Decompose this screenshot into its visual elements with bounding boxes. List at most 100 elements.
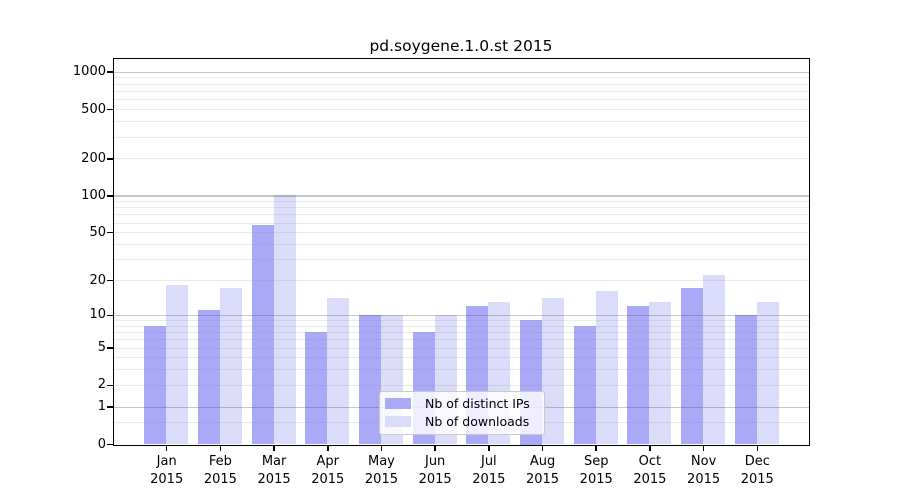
x-tick-label: Feb 2015 [203, 454, 237, 487]
x-tick-mark [273, 445, 275, 451]
bar-nb-of-downloads-oct [649, 301, 672, 445]
gridline-minor [113, 136, 809, 138]
gridline-minor [113, 200, 809, 202]
y-tick-label: 50 [89, 224, 106, 240]
x-tick-label: Dec 2015 [740, 454, 774, 487]
gridline-minor [113, 158, 809, 160]
x-tick-label: Aug 2015 [525, 454, 560, 487]
bar-nb-of-downloads-aug [542, 298, 565, 445]
x-tick-mark [595, 445, 597, 451]
x-tick-mark [327, 445, 329, 451]
bar-nb-of-distinct-ips-dec [734, 314, 757, 445]
y-tick-mark [106, 347, 113, 349]
chart-title: pd.soygene.1.0.st 2015 [369, 37, 553, 55]
bar-nb-of-downloads-feb [219, 288, 242, 445]
y-tick-label: 1000 [72, 64, 106, 80]
x-tick-mark [756, 445, 759, 451]
y-tick-label: 200 [81, 150, 106, 166]
y-tick-mark [106, 195, 113, 197]
y-tick-label: 1 [97, 399, 106, 415]
bar-nb-of-distinct-ips-jan [144, 325, 167, 445]
gridline-minor [113, 90, 809, 92]
y-tick-label: 100 [81, 187, 106, 203]
y-tick-label: 10 [89, 307, 106, 323]
x-tick-mark [702, 445, 705, 451]
x-tick-label: Mar 2015 [257, 454, 291, 487]
x-tick-mark [541, 445, 544, 451]
y-tick-mark [106, 314, 113, 317]
legend: Nb of distinct IPs Nb of downloads [379, 390, 545, 435]
legend-label-downloads: Nb of downloads [425, 414, 530, 429]
x-tick-mark [219, 445, 222, 451]
gridline-minor [113, 232, 809, 234]
x-tick-mark [380, 445, 383, 451]
x-tick-label: Jul 2015 [472, 454, 506, 487]
gridline-minor [113, 369, 809, 371]
gridline-minor [113, 259, 809, 261]
y-tick-mark [106, 443, 113, 446]
gridline-minor [113, 384, 809, 386]
bar-nb-of-distinct-ips-mar [251, 225, 274, 445]
gridline-minor [113, 332, 809, 334]
bar-nb-of-distinct-ips-sep [573, 325, 596, 445]
y-tick-mark [106, 406, 113, 408]
x-tick-label: Sep 2015 [579, 454, 613, 487]
y-tick-mark [106, 108, 113, 111]
bar-nb-of-distinct-ips-may [358, 314, 381, 445]
y-tick-label: 20 [89, 272, 106, 288]
gridline-minor [113, 357, 809, 359]
x-tick-label: Oct 2015 [633, 454, 667, 487]
gridline-minor [113, 99, 809, 101]
gridline-major [113, 314, 809, 317]
x-tick-mark [165, 445, 168, 451]
gridline-minor [113, 347, 809, 349]
gridline-minor [113, 222, 809, 224]
bar-nb-of-distinct-ips-feb [197, 310, 220, 445]
x-tick-mark [488, 445, 490, 451]
y-tick-label: 0 [97, 436, 106, 452]
gridline-minor [113, 214, 809, 216]
bar-nb-of-downloads-dec [756, 301, 779, 445]
gridline-minor [113, 207, 809, 209]
gridline-minor [113, 320, 809, 321]
x-tick-mark [649, 445, 651, 451]
x-tick-label: Jan 2015 [150, 454, 184, 487]
legend-item-distinct-ips: Nb of distinct IPs [385, 396, 538, 412]
legend-swatch-downloads [385, 416, 411, 427]
bar-nb-of-downloads-nov [703, 275, 726, 445]
gridline-minor [113, 325, 809, 327]
x-tick-label: Apr 2015 [311, 454, 345, 487]
gridline-minor [113, 243, 809, 245]
y-tick-mark [106, 384, 113, 387]
x-tick-label: Jun 2015 [418, 454, 452, 487]
legend-swatch-distinct-ips [385, 398, 411, 409]
y-tick-label: 2 [97, 377, 106, 393]
gridline-minor [113, 280, 809, 281]
y-tick-mark [106, 279, 113, 282]
bar-nb-of-distinct-ips-oct [627, 305, 650, 445]
y-tick-mark [106, 231, 113, 234]
bar-nb-of-downloads-apr [327, 298, 350, 445]
gridline-major [113, 71, 809, 73]
bar-nb-of-downloads-mar [273, 195, 296, 445]
x-tick-label: Nov 2015 [687, 454, 721, 487]
y-tick-mark [106, 71, 113, 73]
gridline-minor [113, 77, 809, 79]
gridline-major [113, 195, 809, 197]
bar-nb-of-distinct-ips-nov [681, 288, 704, 445]
gridline-minor [113, 121, 809, 123]
y-tick-label: 5 [97, 340, 106, 356]
x-tick-mark [434, 445, 436, 451]
bar-nb-of-distinct-ips-apr [305, 332, 328, 445]
gridline-minor [113, 83, 809, 85]
y-tick-mark [106, 158, 113, 160]
bar-nb-of-downloads-sep [595, 291, 618, 445]
plot-area [112, 57, 810, 446]
y-tick-label: 500 [81, 101, 106, 117]
gridline-minor [113, 339, 809, 341]
bar-nb-of-downloads-jan [166, 285, 189, 445]
legend-label-distinct-ips: Nb of distinct IPs [425, 396, 530, 411]
x-tick-label: May 2015 [364, 454, 398, 487]
legend-item-downloads: Nb of downloads [385, 414, 538, 430]
